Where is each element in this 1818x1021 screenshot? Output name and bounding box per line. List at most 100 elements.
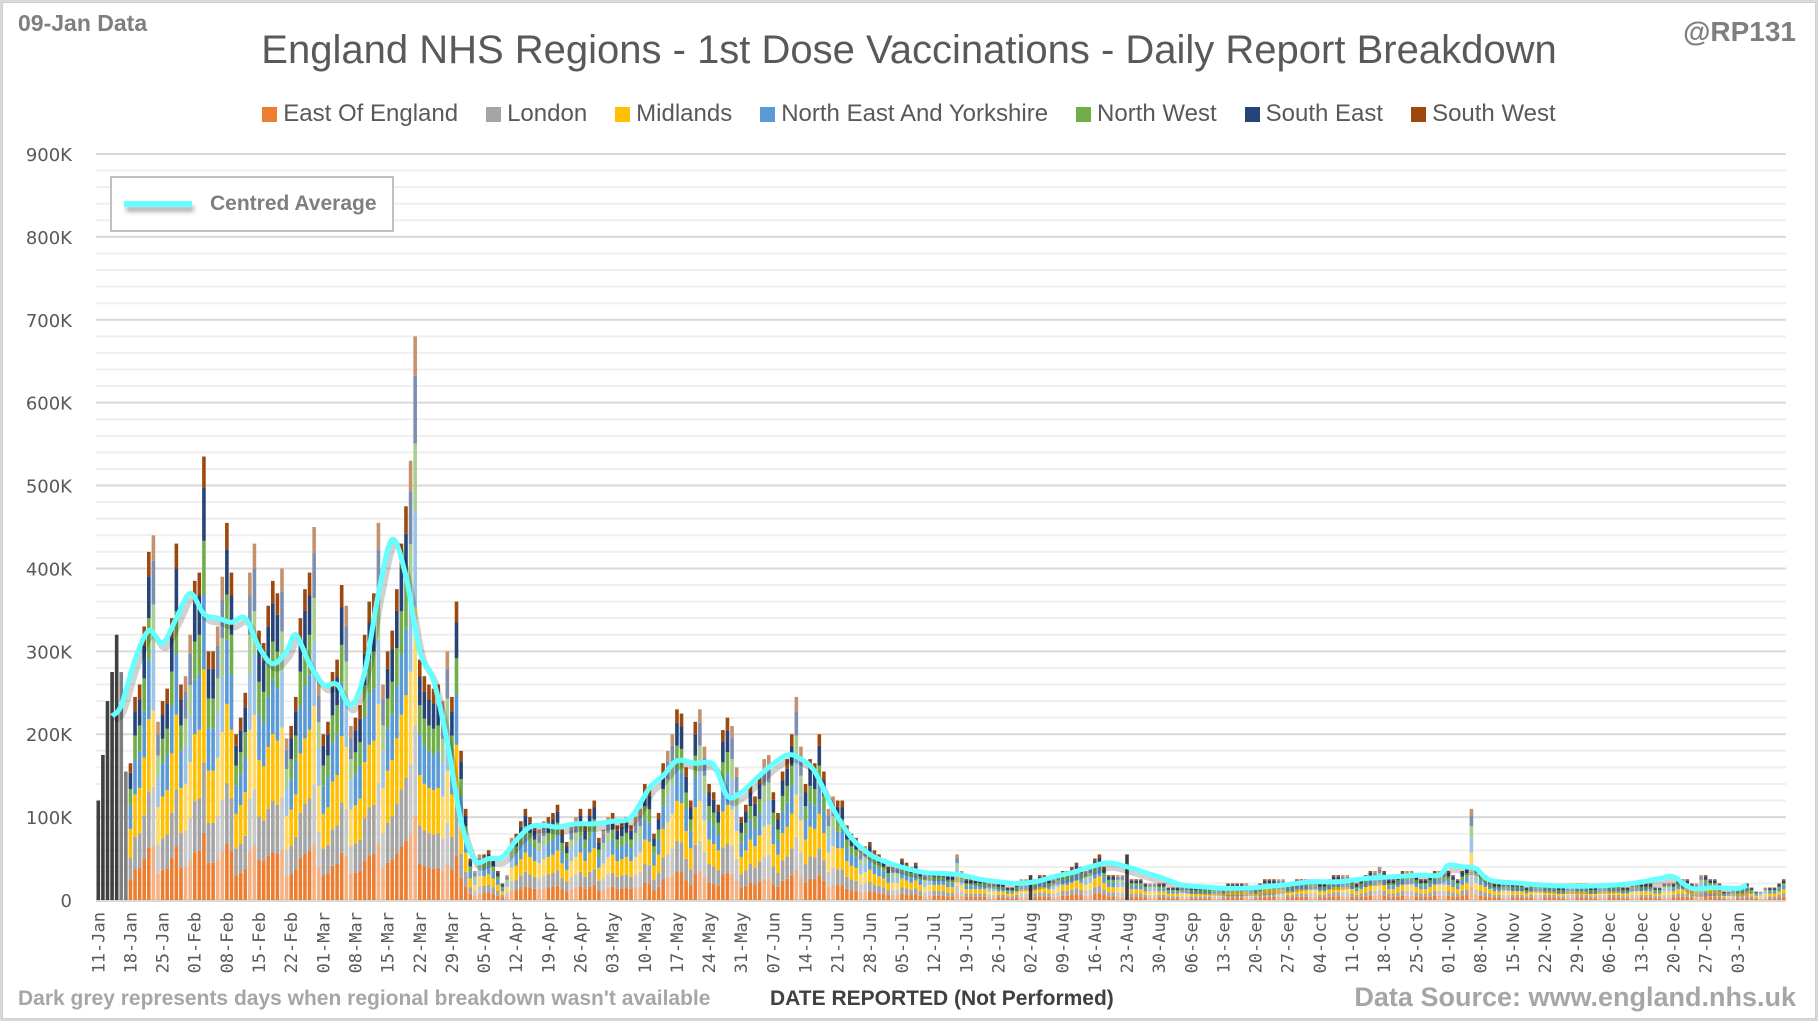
bar-segment-midlands: [1556, 893, 1561, 897]
bar-segment-north-east-and-yorkshire: [238, 774, 243, 806]
bar-segment-london: [399, 789, 404, 847]
bar-segment-midlands: [335, 775, 339, 826]
bar-segment-london: [1694, 894, 1699, 898]
bar-segment-north-west: [1667, 886, 1671, 889]
bar-segment-south-east: [592, 807, 597, 820]
bar-segment-north-east-and-yorkshire: [936, 879, 941, 885]
bar-segment-midlands: [555, 850, 560, 871]
bar-segment-london: [1396, 892, 1400, 897]
bar-segment-london: [1708, 893, 1713, 897]
bar-segment-north-west: [1354, 886, 1359, 889]
bar-segment-north-east-and-yorkshire: [537, 851, 541, 864]
bar-segment-south-east: [1419, 880, 1423, 884]
bar-segment-north-east-and-yorkshire: [909, 877, 913, 883]
bar-segment-london: [188, 817, 192, 861]
bar-segment-north-west: [551, 829, 555, 840]
bar-segment-london: [1492, 894, 1497, 898]
bar-segment-south-east: [532, 830, 537, 840]
bar-segment-south-east: [1653, 888, 1657, 890]
bar-segment-midlands: [427, 787, 431, 834]
bar-segment-north-east-and-yorkshire: [1051, 885, 1056, 890]
bar-segment-south-east: [711, 799, 716, 813]
bar-segment-south-east: [422, 691, 427, 719]
bar-segment-south-west: [1037, 875, 1042, 877]
day-bar: [110, 672, 114, 900]
bar-segment-south-west: [748, 783, 753, 793]
bar-segment-south-east: [679, 726, 684, 749]
bar-segment-north-east-and-yorkshire: [1667, 888, 1671, 892]
bar-segment-east-of-england: [1203, 898, 1207, 900]
bar-segment-east-of-england: [454, 855, 459, 900]
bar-segment-east-of-england: [656, 886, 661, 900]
bar-segment-north-east-and-yorkshire: [1290, 888, 1295, 892]
bar-segment-north-west: [973, 883, 978, 886]
day-bar: [197, 572, 202, 900]
day-bar: [142, 626, 147, 900]
bar-segment-south-east: [1074, 865, 1079, 870]
legend-item-north-east-and-yorkshire: North East And Yorkshire: [760, 100, 1048, 128]
bar-segment-london: [1497, 894, 1501, 898]
bar-segment-south-east: [1749, 888, 1754, 890]
bar-segment-north-east-and-yorkshire: [1510, 888, 1515, 892]
bar-segment-south-west: [509, 837, 514, 843]
bar-segment-south-west: [1409, 870, 1414, 874]
bar-segment-london: [1345, 892, 1350, 897]
bar-segment-midlands: [1341, 887, 1345, 893]
bar-segment-midlands: [564, 869, 569, 883]
x-tick-label: 13-Dec: [1632, 912, 1652, 973]
bar-segment-north-west: [128, 789, 133, 806]
bar-segment-east-of-england: [909, 895, 913, 900]
bar-segment-north-east-and-yorkshire: [858, 865, 863, 875]
bar-segment-south-east: [1354, 884, 1359, 887]
bar-segment-south-east: [776, 819, 780, 830]
bar-segment-midlands: [459, 822, 463, 854]
bar-segment-south-east: [284, 749, 289, 770]
bar-segment-midlands: [794, 794, 799, 838]
bar-segment-midlands: [574, 856, 578, 875]
bar-segment-north-east-and-yorkshire: [229, 674, 234, 730]
bar-segment-east-of-england: [1322, 897, 1327, 900]
day-bar: [1134, 879, 1138, 900]
bar-segment-south-west: [468, 858, 473, 862]
bar-segment-north-west: [385, 698, 390, 729]
bar-segment-east-of-england: [1272, 896, 1276, 900]
bar-segment-london: [137, 833, 142, 868]
bar-segment-east-of-england: [1304, 896, 1308, 900]
bar-segment-london: [946, 892, 950, 897]
bar-segment-midlands: [1070, 882, 1074, 890]
bar-segment-south-west: [128, 763, 133, 773]
bar-segment-east-of-england: [326, 873, 330, 900]
bar-segment-north-east-and-yorkshire: [578, 837, 583, 853]
day-bar: [601, 829, 606, 900]
bar-segment-north-east-and-yorkshire: [1116, 882, 1120, 888]
bar-segment-south-west: [316, 680, 321, 696]
bar-segment-midlands: [1074, 880, 1079, 889]
x-tick-label: 12-Apr: [507, 912, 527, 973]
bar-segment-london: [395, 803, 399, 854]
bar-segment-north-east-and-yorkshire: [422, 745, 427, 784]
bar-segment-south-west: [1331, 875, 1336, 877]
bar-segment-north-west: [748, 806, 753, 820]
bar-segment-midlands: [1492, 891, 1497, 895]
bar-segment-east-of-england: [1543, 897, 1547, 900]
bar-segment-south-east: [238, 730, 243, 753]
bar-segment-midlands: [1116, 887, 1120, 893]
bar-segment-south-east: [675, 722, 679, 746]
bar-segment-south-east: [491, 861, 496, 867]
bar-segment-east-of-england: [1607, 897, 1611, 900]
bar-segment-london: [615, 876, 620, 889]
bar-segment-south-east: [468, 861, 473, 867]
day-bar: [1161, 883, 1166, 900]
bar-segment-south-west: [1097, 854, 1102, 858]
bar-segment-north-west: [707, 806, 711, 820]
bar-segment-midlands: [326, 807, 330, 845]
bar-segment-north-west: [160, 738, 165, 763]
bar-segment-north-east-and-yorkshire: [969, 885, 973, 890]
bar-segment-south-east: [169, 637, 174, 672]
bar-segment-london: [1680, 893, 1685, 897]
bar-segment-north-east-and-yorkshire: [776, 839, 780, 855]
bar-segment-north-east-and-yorkshire: [1731, 891, 1735, 894]
bar-segment-north-east-and-yorkshire: [417, 734, 422, 776]
bar-segment-london: [541, 875, 546, 889]
bar-segment-east-of-england: [1166, 898, 1171, 900]
